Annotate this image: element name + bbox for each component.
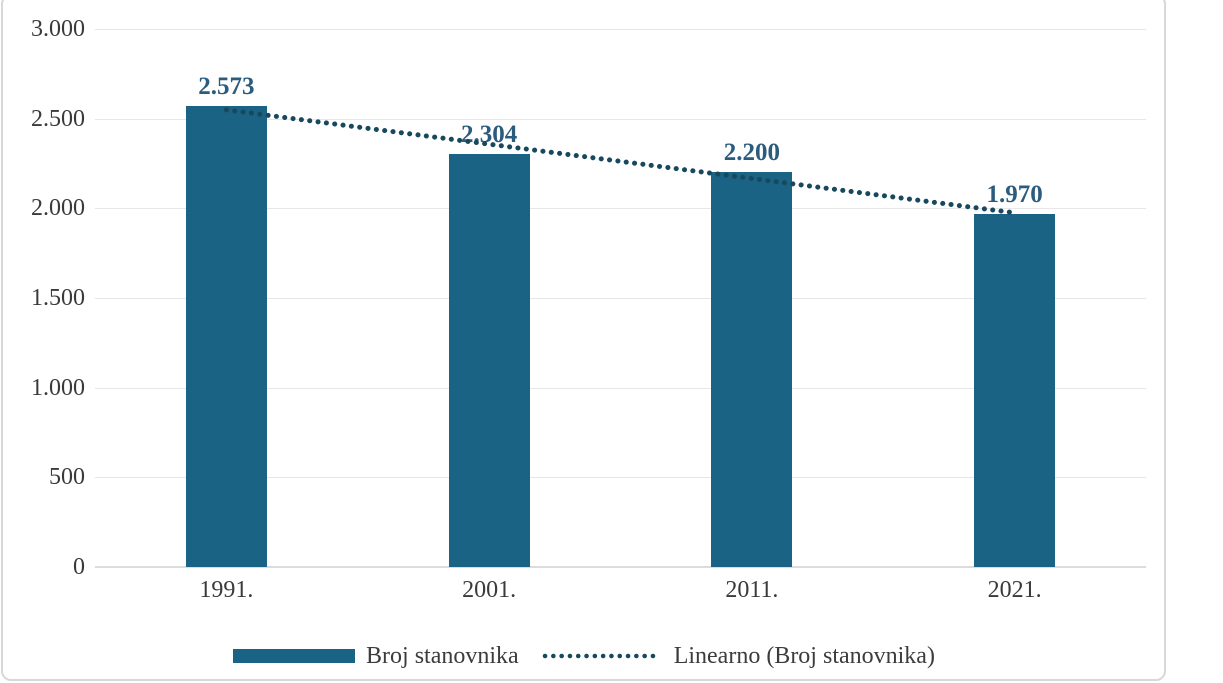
bar-series-swatch	[233, 649, 356, 663]
y-axis-tick-label: 0	[73, 554, 85, 580]
x-axis-tick-label: 2001.	[462, 577, 517, 603]
bar-2011	[711, 172, 793, 567]
trendline-swatch	[542, 653, 661, 659]
gridline	[95, 298, 1146, 299]
y-axis-tick-label: 2.500	[31, 105, 85, 132]
y-axis-tick-label: 1.000	[31, 374, 85, 401]
bar-value-label: 2.304	[461, 120, 518, 148]
legend-item-linearno: Linearno (Broj stanovnika)	[541, 643, 935, 670]
bar-2001	[448, 153, 530, 567]
gridline	[95, 29, 1146, 30]
y-axis-tick-label: 1.500	[31, 285, 85, 311]
bar-1991	[185, 105, 267, 567]
bar-value-label: 1.970	[986, 180, 1043, 208]
bar-value-label: 2.200	[723, 139, 780, 167]
y-axis-tick-label: 2.000	[31, 195, 85, 222]
x-axis-tick-label: 1991.	[199, 577, 254, 603]
legend-label-broj-stanovnika: Broj stanovnika	[366, 642, 519, 669]
legend: Broj stanovnika Linearno (Broj stanovnik…	[0, 640, 1168, 672]
bar-value-label: 2.573	[198, 72, 255, 100]
legend-item-broj-stanovnika: Broj stanovnika	[233, 643, 519, 670]
x-axis-line	[95, 566, 1146, 568]
x-axis-tick-label: 2011.	[725, 577, 779, 603]
legend-label-linearno: Linearno (Broj stanovnika)	[673, 642, 935, 669]
gridline	[95, 477, 1146, 479]
y-axis-tick-label: 3.000	[31, 16, 85, 42]
y-axis-tick-label: 500	[49, 464, 85, 491]
gridline	[95, 387, 1146, 389]
x-axis-tick-label: 2021.	[987, 577, 1042, 603]
bar-2021	[974, 213, 1056, 567]
